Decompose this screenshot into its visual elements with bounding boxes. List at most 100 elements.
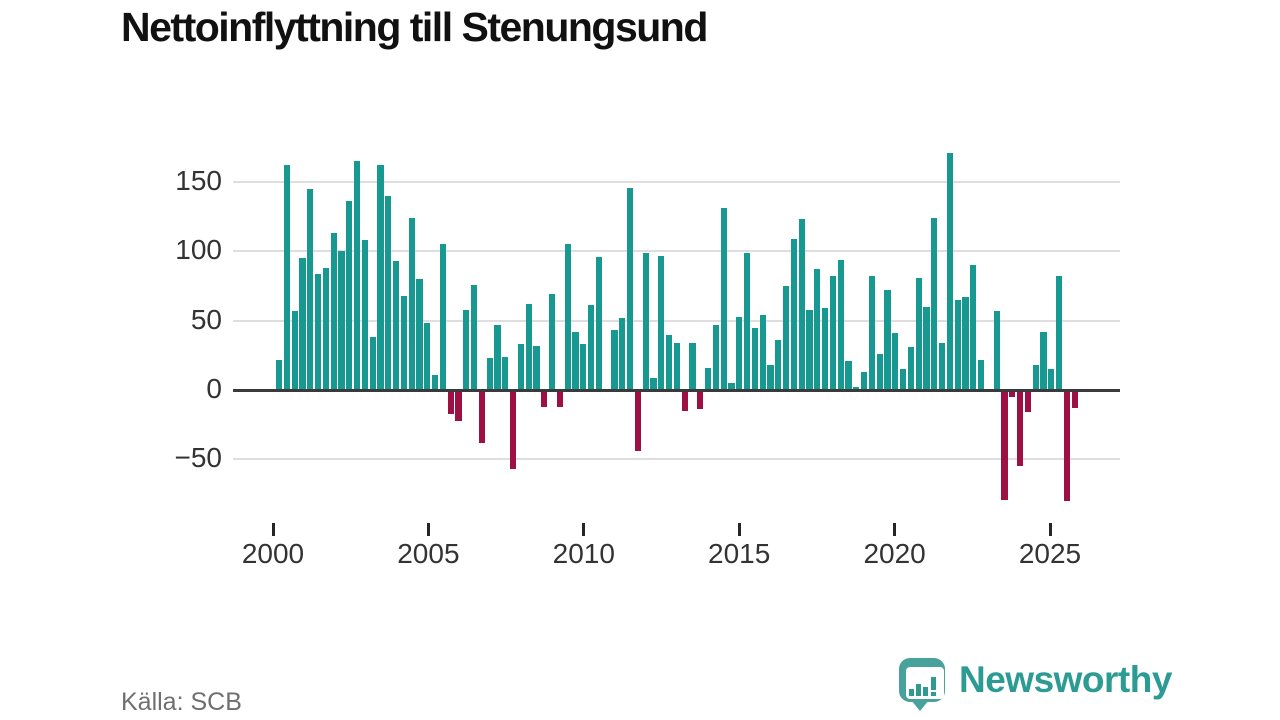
bar-2015Q3 xyxy=(759,315,766,390)
bar-2003Q2 xyxy=(377,165,384,390)
bar-2009Q2 xyxy=(564,244,571,390)
bar-2024Q3 xyxy=(1040,331,1047,390)
y-axis-label: 50 xyxy=(190,303,222,335)
bar-2024Q1 xyxy=(1024,390,1031,413)
bar-2013Q2 xyxy=(689,342,696,390)
y-axis-label: 150 xyxy=(175,164,222,196)
y-gridline xyxy=(233,250,1120,253)
bar-2023Q4 xyxy=(1017,390,1024,467)
bar-2016Q4 xyxy=(798,219,805,390)
x-axis-tick xyxy=(582,523,586,536)
bar-2013Q3 xyxy=(697,390,704,410)
logo-exclamation-icon xyxy=(931,676,936,696)
bar-2015Q4 xyxy=(767,365,774,390)
bar-2000Q2 xyxy=(283,165,290,390)
bar-2001Q3 xyxy=(322,268,329,390)
bar-2011Q3 xyxy=(634,390,641,451)
bar-2002Q4 xyxy=(361,240,368,390)
bar-2001Q4 xyxy=(330,233,337,390)
logo-bar-icon xyxy=(916,684,921,696)
newsworthy-brand: Newsworthy xyxy=(899,658,1172,711)
y-axis-label: 100 xyxy=(175,234,222,266)
bar-2001Q1 xyxy=(307,188,314,390)
bar-2000Q3 xyxy=(291,311,298,390)
y-gridline xyxy=(233,319,1120,322)
bar-2022Q2 xyxy=(970,265,977,390)
bar-2000Q1 xyxy=(276,359,283,390)
bar-2020Q3 xyxy=(915,277,922,390)
bar-2006Q1 xyxy=(463,309,470,390)
bar-2011Q4 xyxy=(642,252,649,390)
bar-2000Q4 xyxy=(299,258,306,390)
bar-2008Q4 xyxy=(549,294,556,390)
logo-bar-icon xyxy=(923,687,928,696)
bar-2016Q1 xyxy=(775,340,782,390)
bar-2008Q3 xyxy=(541,390,548,407)
bar-2014Q1 xyxy=(712,324,719,390)
bar-2018Q2 xyxy=(845,360,852,390)
bar-2004Q3 xyxy=(416,279,423,390)
bar-2007Q4 xyxy=(517,344,524,390)
bar-2006Q2 xyxy=(471,284,478,390)
newsworthy-logo-icon xyxy=(899,658,945,711)
logo-bar-icon xyxy=(909,689,914,696)
bar-2017Q4 xyxy=(829,276,836,390)
x-axis-label: 2005 xyxy=(397,538,460,569)
bar-2013Q1 xyxy=(681,390,688,411)
bar-2002Q2 xyxy=(346,201,353,390)
bar-2020Q2 xyxy=(907,347,914,390)
bar-2007Q2 xyxy=(502,356,509,390)
bar-2012Q1 xyxy=(650,377,657,390)
brand-name: Newsworthy xyxy=(959,659,1172,700)
bar-2018Q4 xyxy=(861,372,868,390)
bar-2024Q2 xyxy=(1032,365,1039,390)
bar-2008Q1 xyxy=(525,304,532,390)
x-axis-label: 2000 xyxy=(241,538,305,569)
bar-2017Q3 xyxy=(822,308,829,390)
bar-2010Q2 xyxy=(595,256,602,390)
bar-2017Q2 xyxy=(814,269,821,390)
bar-2003Q1 xyxy=(369,337,376,390)
bar-2014Q2 xyxy=(720,208,727,390)
bar-2023Q2 xyxy=(1001,390,1008,500)
y-gridline xyxy=(233,458,1120,461)
bar-2012Q4 xyxy=(673,342,680,390)
x-axis-tick xyxy=(1048,523,1052,536)
x-axis-label: 2025 xyxy=(1018,538,1082,569)
bar-2016Q2 xyxy=(783,286,790,390)
bar-2006Q3 xyxy=(478,390,485,443)
bar-2004Q2 xyxy=(408,218,415,390)
source-label: Källa: SCB xyxy=(121,688,242,716)
bar-2021Q1 xyxy=(931,218,938,390)
bar-2010Q4 xyxy=(611,330,618,390)
bar-2009Q1 xyxy=(556,390,563,407)
bar-2020Q4 xyxy=(923,306,930,390)
x-axis-label: 2020 xyxy=(863,538,926,569)
bar-2007Q1 xyxy=(494,324,501,390)
bar-2022Q3 xyxy=(978,359,985,390)
bar-2012Q3 xyxy=(666,334,673,390)
bar-2025Q1 xyxy=(1056,276,1063,390)
bar-2008Q2 xyxy=(533,345,540,390)
bar-2004Q1 xyxy=(400,295,407,390)
y-axis-label: 0 xyxy=(206,373,222,404)
logo-chart-icon xyxy=(906,667,944,699)
bar-2004Q4 xyxy=(424,323,431,390)
y-axis-label: −50 xyxy=(174,442,223,474)
bar-2013Q4 xyxy=(705,367,712,390)
bar-2009Q3 xyxy=(572,331,579,390)
bar-2017Q1 xyxy=(806,309,813,390)
bar-2012Q2 xyxy=(658,255,665,390)
chart-title: Nettoinflyttning till Stenungsund xyxy=(121,4,708,50)
bar-2002Q1 xyxy=(338,251,345,390)
bar-2021Q2 xyxy=(939,342,946,390)
bar-2024Q4 xyxy=(1048,369,1055,390)
bar-2019Q1 xyxy=(868,276,875,390)
bar-2023Q3 xyxy=(1009,390,1016,397)
bar-2007Q3 xyxy=(510,390,517,469)
bar-2018Q1 xyxy=(837,259,844,390)
bar-2016Q3 xyxy=(790,238,797,390)
bar-2005Q2 xyxy=(439,244,446,390)
bar-2015Q2 xyxy=(751,327,758,390)
